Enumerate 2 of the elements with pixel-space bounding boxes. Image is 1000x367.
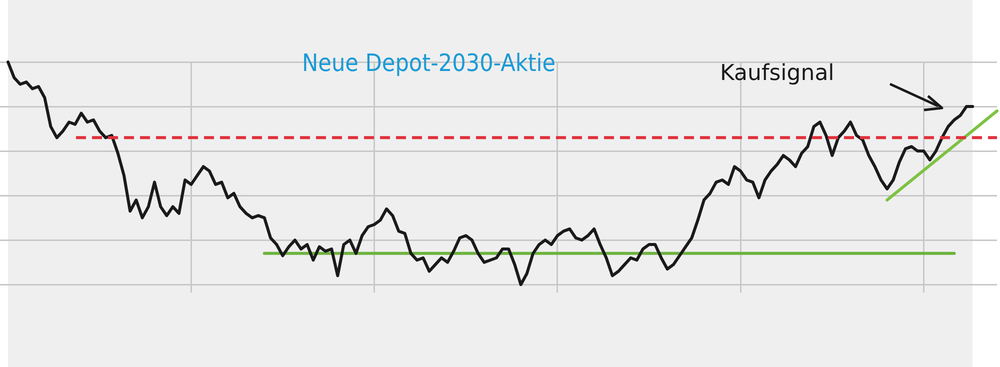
annotation: Kaufsignal xyxy=(720,61,834,86)
chart-title: Neue Depot-2030-Aktie xyxy=(302,49,556,77)
